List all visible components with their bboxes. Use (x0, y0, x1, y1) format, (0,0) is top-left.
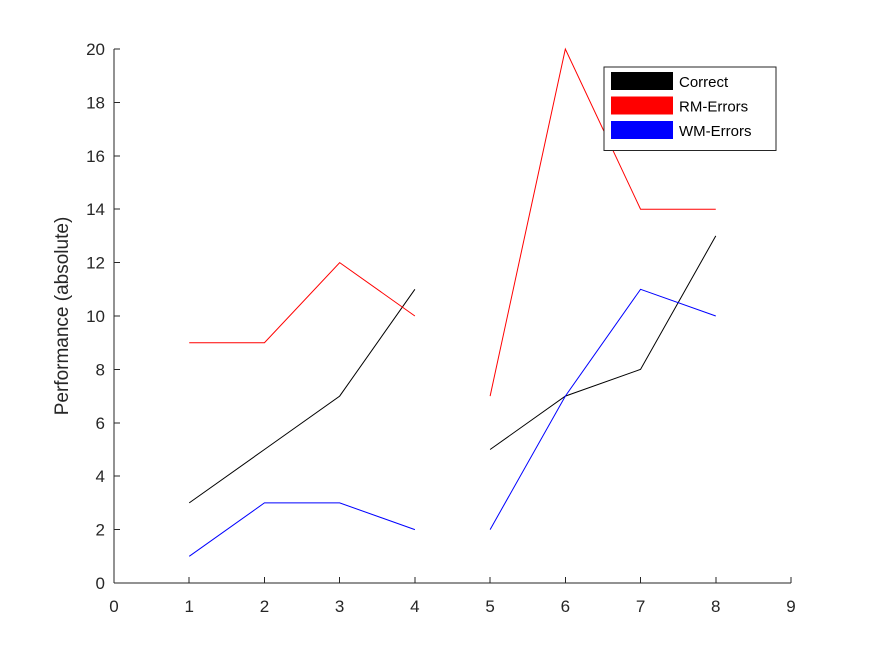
y-axis-label: Performance (absolute) (52, 217, 73, 416)
y-tick-label: 2 (96, 521, 105, 540)
legend-label-correct: Correct (679, 74, 729, 91)
series-line-rm-errors (189, 261, 416, 344)
series-wm-errors (188, 288, 716, 557)
x-tick-label: 3 (335, 597, 344, 616)
legend-label-rm-errors: RM-Errors (679, 99, 748, 116)
x-tick-label: 0 (109, 597, 118, 616)
legend-swatch-rm-errors (611, 96, 673, 115)
x-tick-label: 7 (636, 597, 645, 616)
x-tick-label: 1 (184, 597, 193, 616)
series-line-correct (188, 289, 416, 504)
y-tick-label: 18 (86, 93, 105, 112)
y-tick-label: 20 (86, 40, 105, 59)
x-tick-label: 9 (786, 597, 795, 616)
y-tick-label: 16 (86, 147, 105, 166)
series-layer (188, 47, 717, 557)
series-line-wm-errors (489, 288, 716, 530)
x-tick-label: 4 (410, 597, 419, 616)
y-tick-label: 10 (86, 307, 105, 326)
x-tick-label: 8 (711, 597, 720, 616)
x-tick-label: 6 (561, 597, 570, 616)
legend-label-wm-errors: WM-Errors (679, 123, 751, 140)
series-line-wm-errors (188, 502, 416, 557)
series-line-rm-errors (489, 47, 716, 397)
y-tick-label: 6 (96, 414, 105, 433)
y-tick-label: 12 (86, 254, 105, 273)
series-correct (188, 235, 717, 504)
y-tick-label: 0 (96, 574, 105, 593)
x-tick-label: 5 (485, 597, 494, 616)
x-tick-label: 2 (260, 597, 269, 616)
y-tick-label: 4 (96, 467, 105, 486)
legend-swatch-wm-errors (611, 121, 673, 139)
legend: Correct RM-Errors WM-Errors (603, 66, 777, 151)
series-rm-errors (189, 47, 716, 397)
y-tick-label: 14 (86, 200, 105, 219)
y-tick-label: 8 (96, 360, 105, 379)
legend-swatch-correct (611, 72, 673, 90)
